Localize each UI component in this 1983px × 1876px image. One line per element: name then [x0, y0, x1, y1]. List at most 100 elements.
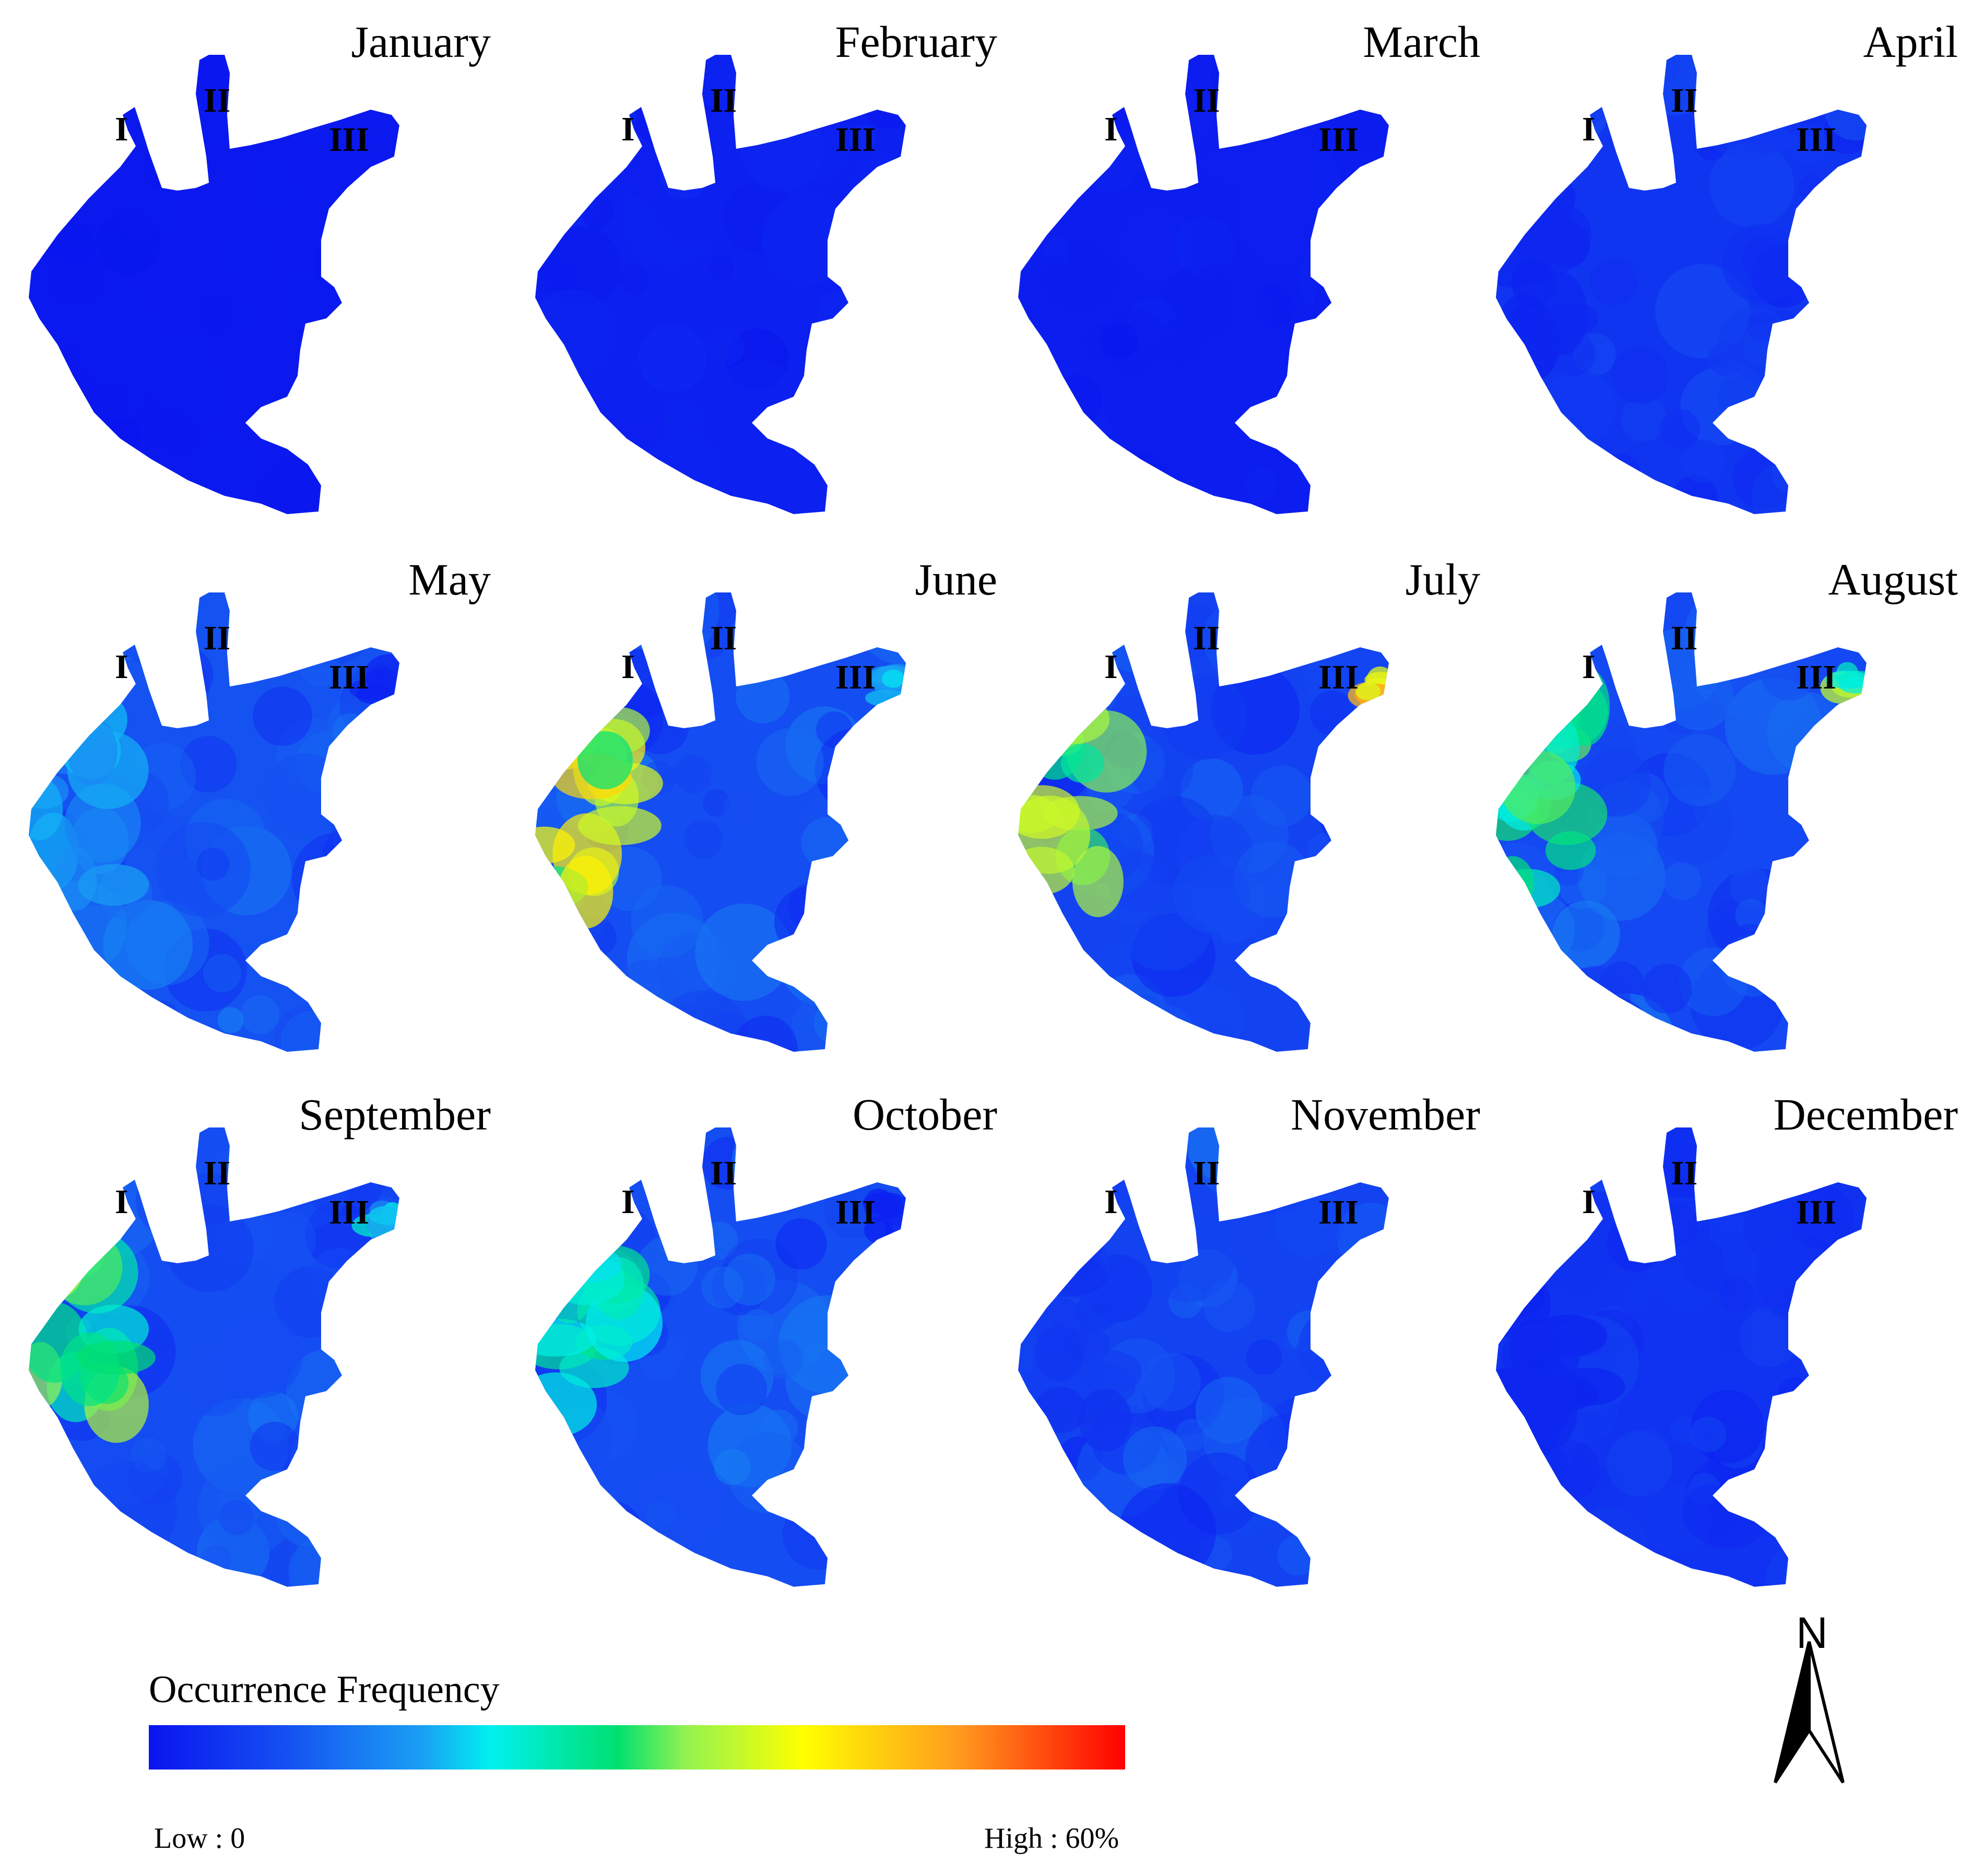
- frequency-texture-mark: [810, 360, 887, 436]
- frequency-texture-mark: [1607, 1431, 1673, 1497]
- region-label: I: [115, 110, 128, 148]
- region-label: I: [621, 648, 635, 686]
- month-map-panel: December I II III: [1483, 1083, 1974, 1605]
- frequency-texture-mark: [1531, 971, 1595, 1036]
- frequency-texture-mark: [1276, 375, 1319, 418]
- west-shore-hotspot: [67, 717, 117, 786]
- frequency-texture-mark: [324, 870, 399, 969]
- west-shore-hotspot: [1528, 204, 1591, 264]
- frequency-texture-mark: [1532, 639, 1587, 694]
- west-shore-hotspot: [76, 1340, 156, 1375]
- frequency-texture-mark: [1134, 1562, 1165, 1587]
- frequency-texture-mark: [1663, 862, 1702, 900]
- frequency-texture-mark: [329, 218, 392, 281]
- frequency-texture-mark: [747, 592, 827, 657]
- frequency-texture-mark: [138, 358, 221, 442]
- west-shore-hotspot: [46, 1229, 123, 1305]
- west-shore-hotspot: [577, 806, 662, 846]
- frequency-texture-mark: [1542, 1226, 1613, 1296]
- frequency-texture-mark: [866, 819, 894, 847]
- west-shore-hotspot: [535, 1224, 581, 1285]
- frequency-texture-mark: [344, 795, 399, 865]
- frequency-texture-mark: [646, 431, 723, 508]
- west-shore-hotspot: [1061, 743, 1104, 783]
- west-shore-hotspot: [1072, 846, 1124, 918]
- legend-color-ramp: [149, 1725, 1125, 1770]
- frequency-texture-mark: [1552, 145, 1609, 201]
- frequency-texture-mark: [702, 789, 730, 817]
- frequency-texture-mark: [46, 73, 87, 113]
- region-label: II: [204, 619, 231, 657]
- frequency-texture-mark: [1818, 351, 1867, 444]
- frequency-texture-mark: [51, 353, 120, 422]
- frequency-texture-mark: [1299, 234, 1385, 320]
- frequency-texture-mark: [1032, 941, 1072, 981]
- frequency-texture-mark: [212, 234, 247, 269]
- frequency-texture-mark: [29, 1444, 84, 1534]
- region-label: I: [1582, 648, 1596, 686]
- frequency-texture-mark: [1741, 236, 1787, 281]
- region-label: II: [204, 81, 231, 120]
- frequency-texture-mark: [629, 71, 706, 148]
- west-shore-hotspot: [1499, 1373, 1577, 1455]
- frequency-texture-mark: [1826, 806, 1867, 869]
- frequency-texture-mark: [1246, 1338, 1282, 1375]
- frequency-texture-mark: [639, 324, 707, 393]
- frequency-texture-mark: [813, 490, 848, 514]
- west-shore-hotspot: [1496, 856, 1535, 910]
- frequency-texture-mark: [1496, 116, 1562, 209]
- frequency-texture-mark: [819, 365, 887, 434]
- frequency-texture-mark: [1817, 377, 1867, 433]
- frequency-texture-mark: [582, 1500, 642, 1561]
- month-map-panel: January I II III: [16, 10, 506, 532]
- month-map-panel: June I II III: [522, 548, 1013, 1070]
- frequency-texture-mark: [1600, 454, 1641, 494]
- frequency-texture-mark: [695, 903, 793, 1001]
- east-bay-hotspot: [364, 669, 389, 687]
- west-shore-hotspot: [535, 1318, 596, 1357]
- east-bay-hotspot: [882, 669, 904, 688]
- east-bay-hotspot: [368, 1205, 399, 1225]
- west-shore-hotspot: [1034, 1387, 1087, 1433]
- frequency-texture-mark: [240, 995, 279, 1035]
- frequency-texture-mark: [1563, 966, 1631, 1034]
- frequency-texture-mark: [346, 434, 399, 514]
- legend-title: Occurrence Frequency: [149, 1668, 500, 1711]
- frequency-texture-mark: [845, 195, 890, 240]
- west-shore-hotspot: [1018, 795, 1059, 833]
- frequency-texture-mark: [182, 1026, 220, 1052]
- frequency-texture-mark: [618, 1541, 676, 1587]
- frequency-texture-mark: [1819, 406, 1851, 438]
- frequency-texture-mark: [371, 944, 399, 1001]
- frequency-texture-mark: [825, 1400, 906, 1497]
- frequency-texture-mark: [1028, 1141, 1080, 1193]
- frequency-texture-mark: [1033, 625, 1112, 704]
- frequency-texture-mark: [292, 832, 385, 925]
- frequency-texture-mark: [1717, 307, 1793, 383]
- frequency-texture-mark: [1253, 82, 1280, 110]
- frequency-texture-mark: [1195, 1376, 1262, 1444]
- month-title: April: [1863, 17, 1958, 67]
- frequency-texture-mark: [1359, 827, 1389, 873]
- frequency-texture-mark: [338, 1441, 370, 1472]
- west-shore-hotspot: [78, 864, 149, 906]
- frequency-texture-mark: [651, 160, 737, 246]
- frequency-texture-mark: [1063, 483, 1095, 514]
- west-shore-hotspot: [1018, 1288, 1051, 1334]
- region-label: III: [1796, 1193, 1837, 1231]
- west-shore-hotspot: [1034, 1325, 1084, 1382]
- frequency-texture-mark: [1119, 207, 1194, 281]
- frequency-texture-mark: [707, 328, 745, 365]
- frequency-texture-mark: [1809, 1358, 1867, 1431]
- frequency-texture-mark: [218, 1314, 302, 1398]
- frequency-texture-mark: [344, 1458, 379, 1494]
- frequency-texture-mark: [380, 339, 399, 377]
- frequency-texture-mark: [1172, 855, 1250, 933]
- frequency-texture-mark: [1642, 964, 1692, 1014]
- month-map-panel: April I II III: [1483, 10, 1974, 532]
- frequency-texture-mark: [613, 959, 678, 1024]
- west-shore-hotspot: [29, 1245, 91, 1288]
- frequency-texture-mark: [329, 220, 399, 310]
- frequency-texture-mark: [1621, 1280, 1652, 1311]
- frequency-texture-mark: [617, 55, 677, 92]
